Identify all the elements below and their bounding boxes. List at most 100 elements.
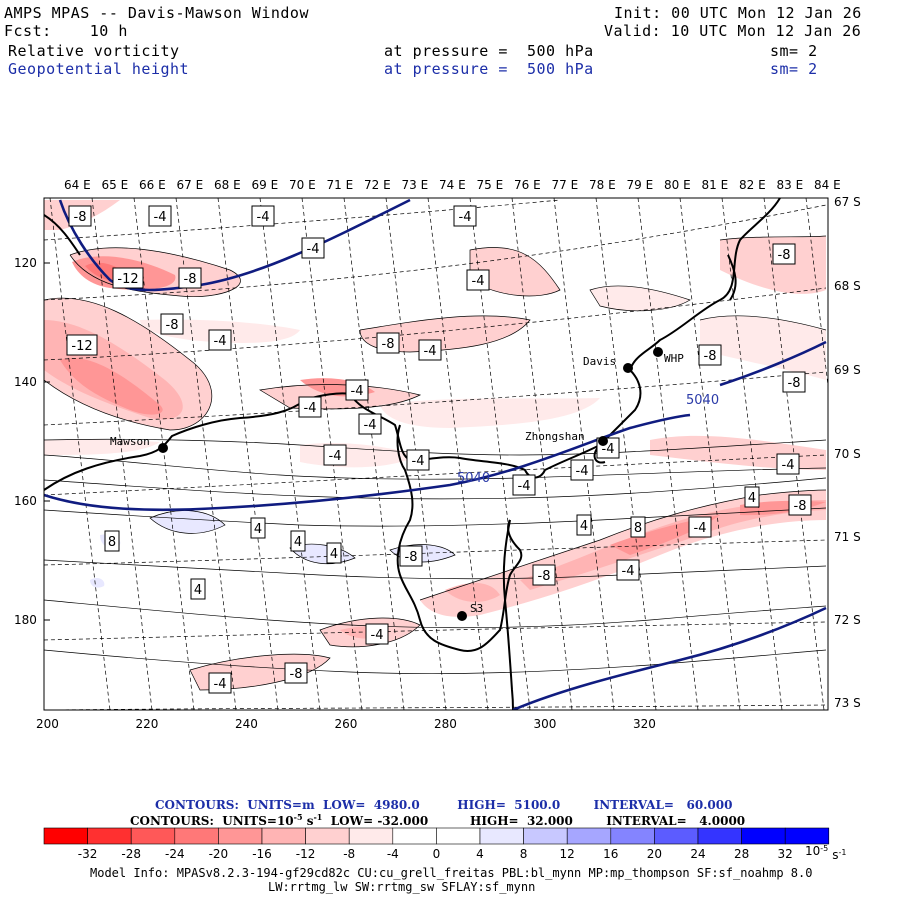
x-tick-label: 300 xyxy=(534,717,557,731)
svg-text:-4: -4 xyxy=(622,564,635,579)
svg-text:-8: -8 xyxy=(778,248,791,263)
y-tick-label: 180 xyxy=(14,613,37,627)
station-label: S3 xyxy=(470,602,483,615)
svg-text:-4: -4 xyxy=(782,458,795,473)
station-marker xyxy=(653,347,663,357)
field2-smooth: sm= 2 xyxy=(770,60,818,78)
colorbar-bin xyxy=(784,827,830,845)
svg-text:-4: -4 xyxy=(307,242,320,257)
field1-smooth: sm= 2 xyxy=(770,42,818,60)
colorbar-label: -24 xyxy=(165,847,185,861)
colorbar-bin xyxy=(348,827,394,845)
colorbar-label: -20 xyxy=(209,847,229,861)
y-tick-label: 120 xyxy=(14,256,37,270)
height-contour-info: CONTOURS: UNITS=m LOW= 4980.0 HIGH= 5100… xyxy=(155,798,733,812)
vorticity-label: -12 xyxy=(112,267,144,289)
colorbar-label: 16 xyxy=(603,847,618,861)
lat-label: 72 S xyxy=(834,613,861,627)
lat-label: 73 S xyxy=(834,696,861,710)
lon-label: 76 E xyxy=(514,178,541,192)
svg-text:8: 8 xyxy=(634,521,642,536)
colorbar: -32 -28 -24 -20 -16 -12 -8 -4 0 4 8 12 16 20 24 28 32 xyxy=(43,827,830,861)
lon-label: 78 E xyxy=(589,178,616,192)
x-tick-label: 200 xyxy=(36,717,59,731)
svg-text:-8: -8 xyxy=(788,376,801,391)
svg-text:4: 4 xyxy=(294,535,302,550)
colorbar-label: -4 xyxy=(387,847,399,861)
model-physics: LW:rrtmg_lw SW:rrtmg_sw SFLAY:sf_mynn xyxy=(268,880,536,894)
lon-label: 69 E xyxy=(252,178,279,192)
colorbar-bin xyxy=(87,827,132,845)
lon-label: 84 E xyxy=(814,178,841,192)
x-tick-label: 240 xyxy=(235,717,258,731)
svg-text:-4: -4 xyxy=(576,464,589,479)
vorticity-label: -12 xyxy=(66,334,98,356)
svg-text:-4: -4 xyxy=(602,442,615,457)
y-tick-label: 160 xyxy=(14,494,37,508)
vorticity-label: 4 xyxy=(190,578,206,600)
svg-text:-4: -4 xyxy=(424,344,437,359)
forecast-hour: Fcst: 10 h xyxy=(4,22,128,40)
lon-label: 82 E xyxy=(739,178,766,192)
colorbar-label: -12 xyxy=(296,847,316,861)
colorbar-bin xyxy=(174,827,219,845)
vorticity-label: -8 xyxy=(698,344,722,366)
colorbar-label: 4 xyxy=(476,847,484,861)
vorticity-label: -4 xyxy=(512,474,536,496)
svg-text:-4: -4 xyxy=(459,210,472,225)
colorbar-label: 28 xyxy=(734,847,749,861)
colorbar-bin xyxy=(523,827,568,845)
vorticity-label: -8 xyxy=(532,564,556,586)
vorticity-label: -4 xyxy=(208,672,232,694)
map-fields xyxy=(44,198,828,710)
svg-text:-12: -12 xyxy=(117,272,138,287)
svg-text:-8: -8 xyxy=(74,210,87,225)
colorbar-label: 12 xyxy=(560,847,575,861)
svg-text:-4: -4 xyxy=(351,384,364,399)
colorbar-label: -16 xyxy=(252,847,272,861)
lon-label: 71 E xyxy=(327,178,354,192)
svg-text:-8: -8 xyxy=(538,569,551,584)
vorticity-label: -8 xyxy=(68,205,92,227)
station-label: Mawson xyxy=(110,435,150,448)
colorbar-bin xyxy=(479,827,524,845)
plot-frame xyxy=(43,197,829,711)
lon-label: 75 E xyxy=(477,178,504,192)
station-label: Zhongshan xyxy=(525,430,585,443)
svg-text:-4: -4 xyxy=(257,210,270,225)
vorticity-label: -4 xyxy=(358,413,382,435)
vorticity-label: -4 xyxy=(323,444,347,466)
svg-text:4: 4 xyxy=(580,519,588,534)
lon-label: 72 E xyxy=(364,178,391,192)
svg-text:-8: -8 xyxy=(794,499,807,514)
x-tick-label: 220 xyxy=(136,717,159,731)
chart-title: AMPS MPAS -- Davis-Mawson Window xyxy=(4,4,309,22)
svg-text:-4: -4 xyxy=(329,449,342,464)
vorticity-label: -4 xyxy=(776,453,800,475)
svg-text:-4: -4 xyxy=(214,677,227,692)
field1-level: at pressure = 500 hPa xyxy=(384,42,594,60)
svg-text:-4: -4 xyxy=(154,210,167,225)
vorticity-label: -4 xyxy=(688,516,712,538)
colorbar-label: 24 xyxy=(690,847,705,861)
vorticity-contours xyxy=(44,235,827,691)
colorbar-bin xyxy=(392,827,437,845)
coastline xyxy=(44,198,781,710)
svg-text:4: 4 xyxy=(194,583,202,598)
colorbar-label: 32 xyxy=(778,847,793,861)
station-label: WHP xyxy=(664,352,684,365)
vorticity-label: 8 xyxy=(630,516,646,538)
vorticity-label: -4 xyxy=(365,623,389,645)
svg-text:-8: -8 xyxy=(166,318,179,333)
lon-label: 81 E xyxy=(702,178,729,192)
y-tick-label: 140 xyxy=(14,375,37,389)
vorticity-label: -8 xyxy=(399,545,423,567)
lon-label: 73 E xyxy=(402,178,429,192)
field2-level: at pressure = 500 hPa xyxy=(384,60,594,78)
svg-text:-8: -8 xyxy=(704,349,717,364)
colorbar-bin xyxy=(43,827,88,845)
svg-text:4: 4 xyxy=(330,547,338,562)
vorticity-label: -4 xyxy=(301,237,325,259)
svg-text:-4: -4 xyxy=(371,628,384,643)
